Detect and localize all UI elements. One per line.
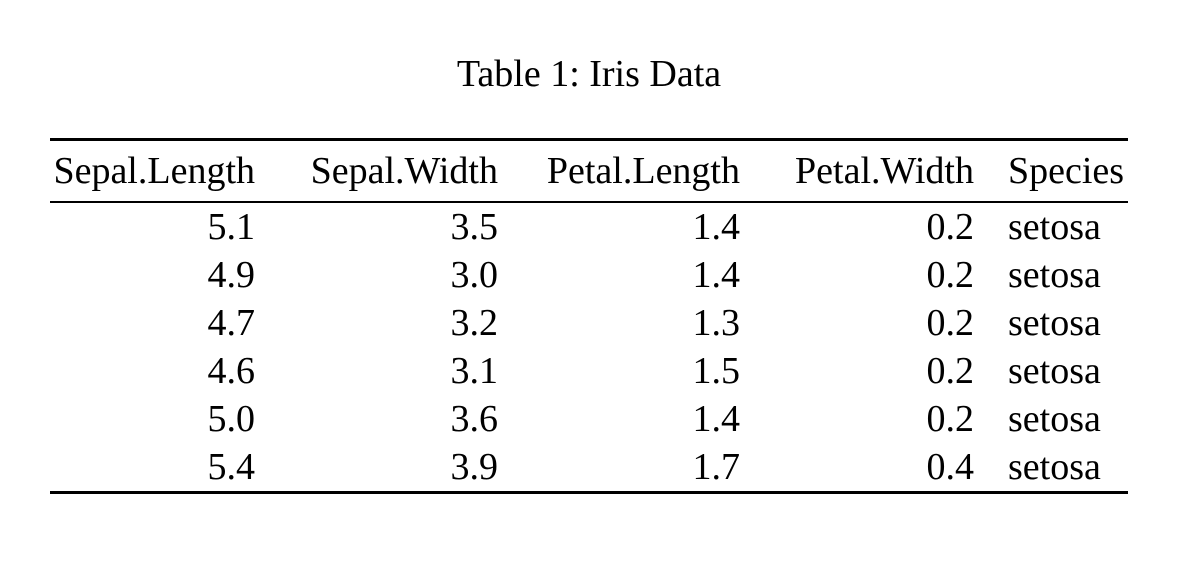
table-cell: 3.2 bbox=[450, 302, 499, 344]
column-header-petal-width: Petal.Width bbox=[740, 139, 974, 203]
column-header-sepal-length: Sepal.Length bbox=[50, 139, 255, 203]
table-row: 5.4 3.9 1.7 0.4 setosa bbox=[50, 443, 1128, 493]
table-row: 5.1 3.5 1.4 0.2 setosa bbox=[50, 202, 1128, 251]
table-cell: setosa bbox=[1008, 206, 1101, 248]
table-cell: 3.1 bbox=[450, 350, 499, 392]
table-cell: 3.9 bbox=[450, 446, 499, 488]
table-cell: 3.6 bbox=[450, 398, 499, 440]
table-cell: setosa bbox=[1008, 350, 1101, 392]
header-row: Sepal.Length Sepal.Width Petal.Length Pe… bbox=[50, 139, 1128, 203]
table-cell: setosa bbox=[1008, 254, 1101, 296]
table-figure: Table 1: Iris Data Sepal.Length Sepal.Wi… bbox=[50, 52, 1128, 494]
table-cell: 1.4 bbox=[692, 206, 741, 248]
table-cell: 1.5 bbox=[692, 350, 741, 392]
table-caption: Table 1: Iris Data bbox=[456, 53, 722, 95]
table-cell: 1.4 bbox=[692, 398, 741, 440]
table-row: 4.9 3.0 1.4 0.2 setosa bbox=[50, 251, 1128, 299]
table-row: 4.6 3.1 1.5 0.2 setosa bbox=[50, 347, 1128, 395]
table-cell: 0.2 bbox=[926, 206, 975, 248]
table-cell: 5.0 bbox=[207, 398, 256, 440]
table-cell: 4.9 bbox=[207, 254, 256, 296]
column-header-sepal-width: Sepal.Width bbox=[255, 139, 498, 203]
table-cell: 4.6 bbox=[207, 350, 256, 392]
table-cell: 3.5 bbox=[450, 206, 499, 248]
table-cell: 1.4 bbox=[692, 254, 741, 296]
table-cell: 5.4 bbox=[207, 446, 256, 488]
table-cell: 5.1 bbox=[207, 206, 256, 248]
column-header-species: Species bbox=[974, 139, 1128, 203]
table-cell: 1.7 bbox=[692, 446, 741, 488]
table-cell: setosa bbox=[1008, 446, 1101, 488]
table-cell: 0.2 bbox=[926, 254, 975, 296]
table-cell: 0.2 bbox=[926, 302, 975, 344]
table-cell: 3.0 bbox=[450, 254, 499, 296]
table-row: 4.7 3.2 1.3 0.2 setosa bbox=[50, 299, 1128, 347]
table-cell: 0.2 bbox=[926, 350, 975, 392]
column-header-petal-length: Petal.Length bbox=[498, 139, 740, 203]
iris-data-table: Sepal.Length Sepal.Width Petal.Length Pe… bbox=[50, 138, 1128, 494]
table-body: 5.1 3.5 1.4 0.2 setosa 4.9 3.0 1.4 0.2 setosa 4.7 3… bbox=[50, 202, 1128, 493]
table-cell: setosa bbox=[1008, 302, 1101, 344]
table-cell: 0.2 bbox=[926, 398, 975, 440]
table-cell: 4.7 bbox=[207, 302, 256, 344]
table-cell: setosa bbox=[1008, 398, 1101, 440]
table-cell: 0.4 bbox=[926, 446, 975, 488]
table-cell: 1.3 bbox=[692, 302, 741, 344]
table-row: 5.0 3.6 1.4 0.2 setosa bbox=[50, 395, 1128, 443]
